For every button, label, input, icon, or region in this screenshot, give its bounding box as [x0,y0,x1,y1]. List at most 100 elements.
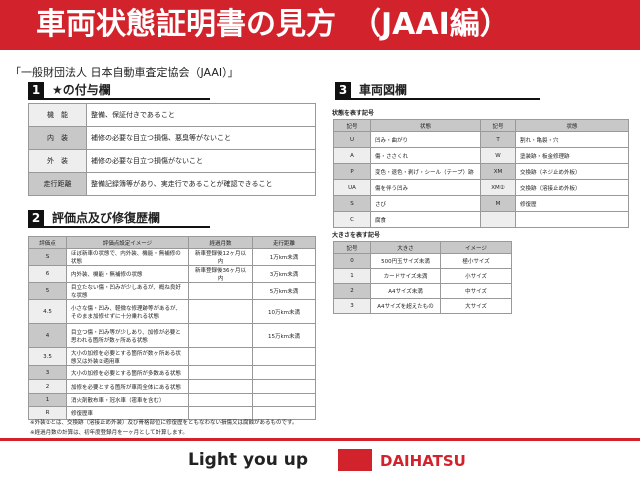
table-row: 5 目立たない傷・凹みが少しあるが、概ね良好な状態 5万km未満 [28,282,316,300]
table-row: 2 加修を必要とする箇所が車両全体にある状態 [28,379,316,394]
table-cell [252,379,316,394]
table-cell: 補修の必要な目立つ損傷がないこと [86,149,316,173]
note-1: ※外装②とは、交換跡（溶接止め外装）及び骨格部位に修復歴をともなわない損傷又は腐… [30,420,298,426]
section1-heading: 1 ★の付与欄 [28,82,210,100]
table-cell: T [480,131,516,148]
table-row: UA 傷を伴う凹み XM② 交換跡（溶接止め外板） [333,179,629,196]
table-cell: 5万km未満 [252,282,316,300]
table-row: 4 目立つ傷・凹み等が少しあり、加修が必要と思われる箇所が数ヶ所ある状態 15万km… [28,323,316,348]
table-row: 3 A4サイズを超えたもの 大サイズ [333,298,512,314]
section2-heading: 2 評価点及び修復歴欄 [28,210,210,228]
table-cell: さび [370,195,481,212]
table-row: A 傷・ささくれ W 塗装跡・板金修理跡 [333,147,629,164]
table-cell: 腐食 [370,211,481,228]
table-cell: A [333,147,371,164]
table-cell: 極小サイズ [440,253,512,269]
table-cell: 大小の加修を必要とする箇所が数ヶ所ある状態又は外装②適用車 [66,347,189,366]
table-cell [252,406,316,420]
table-cell: C [333,211,371,228]
table-cell: 3 [333,298,371,314]
table-row: 0 500円玉サイズ未満 極小サイズ [333,253,512,269]
table-row: 2 A4サイズ未満 中サイズ [333,283,512,299]
column-header: 評価点 [28,236,67,249]
table-cell: S [28,248,67,266]
table-header-row: 評価点 評価点設定イメージ 経過月数 走行距離 [28,236,316,249]
table-cell: 傷・ささくれ [370,147,481,164]
table-cell: 新車登録後12ヶ月以内 [188,248,253,266]
table-cell: 消火剤散布車・冠水車（雹車を含む） [66,393,189,407]
table-cell: 2 [28,379,67,394]
table-row: R 修復歴車 [28,406,316,420]
table-cell: 3.5 [28,347,67,366]
table-row: C 腐食 [333,211,629,228]
table-row: S さび M 修復歴 [333,195,629,212]
daihatsu-mark-icon [338,449,372,471]
section3-heading: 3 車両図欄 [335,82,540,100]
column-header: 記号 [333,241,371,254]
table-cell: P [333,163,371,180]
grade-table: 評価点 評価点設定イメージ 経過月数 走行距離 S ほぼ新車の状態で、内外装、機能・無補修… [28,236,316,420]
table-cell: 傷を伴う凹み [370,179,481,196]
table-cell: 0 [333,253,371,269]
column-header: 記号 [480,119,516,132]
slogan-logo: Light you up [188,450,309,470]
table-cell: S [333,195,371,212]
table-cell: U [333,131,371,148]
column-header: 走行距離 [252,236,316,249]
table-cell: 加修を必要とする箇所が車両全体にある状態 [66,379,189,394]
brand-logo: DAIHATSU [380,452,466,470]
table-cell [188,299,253,324]
table-row: U 凹み・曲がり T 割れ・亀裂・穴 [333,131,629,148]
table-cell: 4.5 [28,299,67,324]
star-table: 機 能整備、保証付きであること内 装補修の必要な目立つ損傷、悪臭等がないこと外 … [28,103,316,196]
table-cell: 6 [28,265,67,283]
table-row: 6 内外装、機能・無補修の状態 新車登録後36ヶ月以内 3万km未満 [28,265,316,283]
table-cell [188,282,253,300]
table-cell: R [28,406,67,420]
table-cell: 目立たない傷・凹みが少しあるが、概ね良好な状態 [66,282,189,300]
footer-divider [0,438,640,441]
table-cell: 新車登録後36ヶ月以内 [188,265,253,283]
table-cell: 割れ・亀裂・穴 [515,131,629,148]
column-header: 状態 [515,119,629,132]
state-label: 状態を表す記号 [332,110,375,117]
table-cell: 2 [333,283,371,299]
column-header: 記号 [333,119,371,132]
table-cell: 補修の必要な目立つ損傷、悪臭等がないこと [86,126,316,150]
table-cell: 小サイズ [440,268,512,284]
column-header: 状態 [370,119,481,132]
note-2: ※経過月数の計算は、初年度登録月を一ヶ月として計算します。 [30,430,188,436]
table-cell [188,393,253,407]
table-row: 機 能整備、保証付きであること [28,103,316,127]
table-cell: 4 [28,323,67,348]
table-cell: 15万km未満 [252,323,316,348]
table-cell: W [480,147,516,164]
table-cell: 内 装 [28,126,87,150]
table-cell: A4サイズを超えたもの [370,298,441,314]
table-cell: 3万km未満 [252,265,316,283]
table-cell: 機 能 [28,103,87,127]
table-cell: 1 [333,268,371,284]
table-cell: M [480,195,516,212]
table-cell [252,365,316,380]
table-header-row: 記号 大きさ イメージ [333,241,512,254]
table-cell: 500円玉サイズ未満 [370,253,441,269]
table-cell: 中サイズ [440,283,512,299]
table-cell: 交換跡（ネジ止め外板） [515,163,629,180]
section-title: 車両図欄 [359,83,408,97]
table-cell: 1万km未満 [252,248,316,266]
table-row: 3 大小の加修を必要とする箇所が多数ある状態 [28,365,316,380]
table-cell [188,347,253,366]
table-header-row: 記号 状態 記号 状態 [333,119,629,132]
table-cell: 1 [28,393,67,407]
table-cell: ほぼ新車の状態で、内外装、機能・無補修の状態 [66,248,189,266]
table-row: S ほぼ新車の状態で、内外装、機能・無補修の状態 新車登録後12ヶ月以内 1万km未満 [28,248,316,266]
column-header: イメージ [440,241,512,254]
table-cell: 凹み・曲がり [370,131,481,148]
table-cell: UA [333,179,371,196]
section-number: 1 [28,82,44,98]
table-cell: 外 装 [28,149,87,173]
column-header: 経過月数 [188,236,253,249]
table-row: 1 カードサイズ未満 小サイズ [333,268,512,284]
subtitle: 「一般財団法人 日本自動車査定協会（JAAI）」 [10,66,239,79]
